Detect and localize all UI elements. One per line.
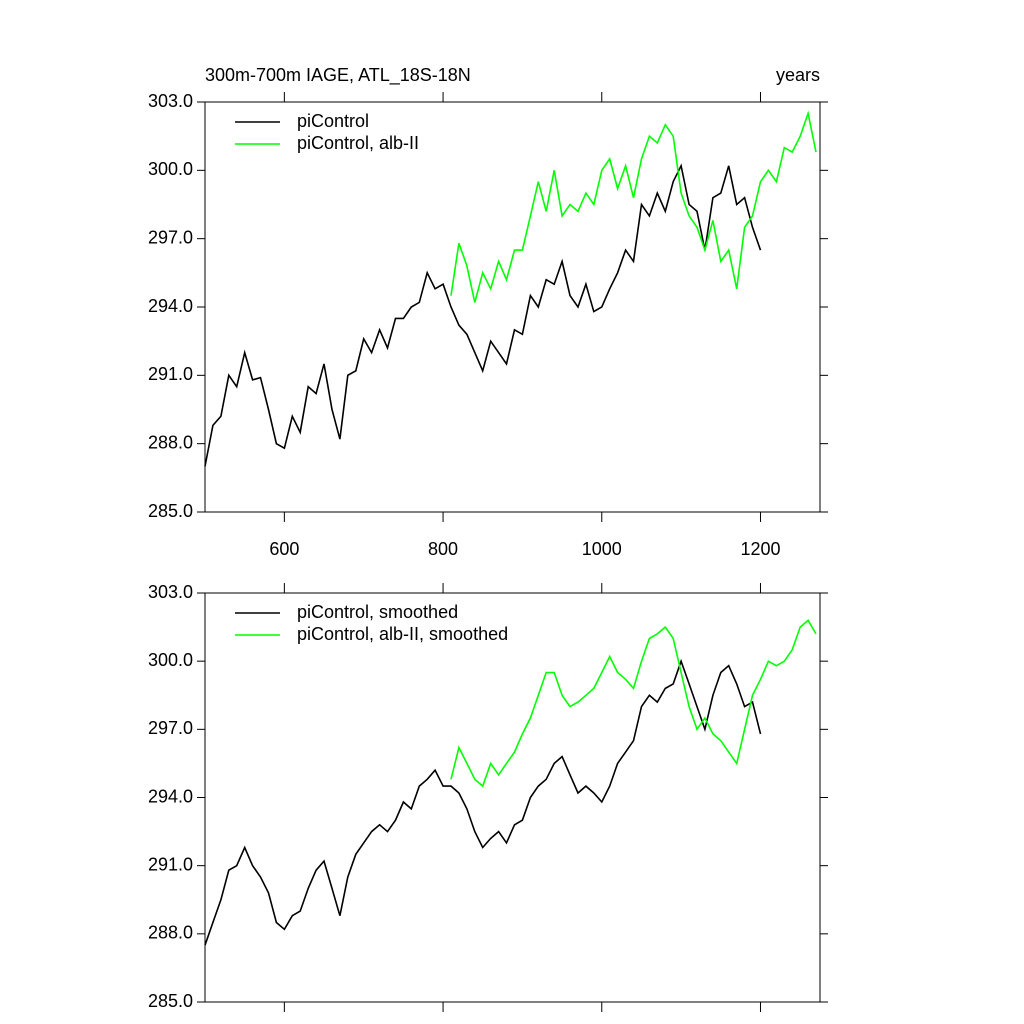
y-tick-label: 303.0 xyxy=(148,91,193,111)
y-tick-label: 288.0 xyxy=(148,923,193,943)
plot-frame xyxy=(204,101,821,513)
plot-frame xyxy=(204,592,821,1003)
x-tick-label: 1200 xyxy=(740,539,780,559)
x-tick-label: 600 xyxy=(269,539,299,559)
right-title: years xyxy=(776,65,820,85)
y-tick-label: 285.0 xyxy=(148,991,193,1011)
x-tick-label: 1000 xyxy=(582,539,622,559)
legend-label: piControl, alb-II, smoothed xyxy=(297,624,508,644)
y-tick-label: 303.0 xyxy=(148,582,193,602)
chart-title: 300m-700m IAGE, ATL_18S-18N xyxy=(205,65,471,86)
y-tick-label: 291.0 xyxy=(148,364,193,384)
y-tick-label: 285.0 xyxy=(148,501,193,521)
series-line xyxy=(204,163,762,467)
y-tick-label: 300.0 xyxy=(148,650,193,670)
y-tick-label: 300.0 xyxy=(148,159,193,179)
x-tick-label: 800 xyxy=(428,539,458,559)
legend-label: piControl xyxy=(297,111,369,131)
y-tick-label: 288.0 xyxy=(148,432,193,452)
y-tick-label: 294.0 xyxy=(148,296,193,316)
y-tick-label: 297.0 xyxy=(148,718,193,738)
series-line xyxy=(450,619,817,788)
y-tick-label: 297.0 xyxy=(148,227,193,247)
series-line xyxy=(204,658,762,946)
y-tick-label: 291.0 xyxy=(148,854,193,874)
series-line xyxy=(450,110,817,303)
y-tick-label: 294.0 xyxy=(148,786,193,806)
legend-label: piControl, alb-II xyxy=(297,133,419,153)
legend-label: piControl, smoothed xyxy=(297,602,458,622)
